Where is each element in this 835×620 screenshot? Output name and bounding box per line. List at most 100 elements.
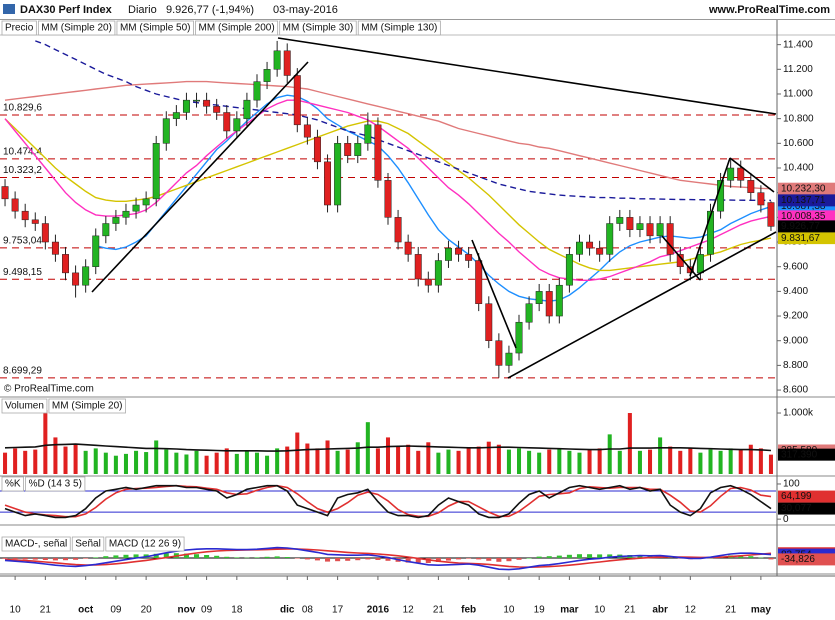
macd-bar (12, 558, 18, 560)
macd-bar (314, 558, 320, 561)
volume-bar (275, 448, 280, 474)
legend-box (1, 398, 48, 414)
volume-bar (265, 455, 270, 474)
macd-bar (435, 558, 441, 562)
volume-bar (234, 453, 239, 474)
candle-body (424, 278, 432, 286)
x-tick-label: 21 (725, 605, 737, 616)
y-tick-label: 1.000k (783, 408, 814, 419)
macd-bar (103, 556, 109, 558)
last-value-box (778, 210, 835, 223)
candle-body (364, 124, 372, 144)
macd-bar (738, 555, 744, 558)
volume-bar (164, 449, 169, 474)
series-line (4, 99, 772, 281)
x-tick-label: 2016 (367, 605, 390, 616)
volume-bar (476, 446, 481, 474)
macd-bar (587, 554, 593, 558)
volume-bar (63, 446, 68, 474)
macd-bar (355, 558, 361, 561)
volume-bar (496, 444, 501, 474)
macd-bar (365, 558, 371, 560)
x-tick-label: 12 (403, 605, 415, 616)
macd-bar (113, 555, 119, 558)
candle-body (606, 223, 614, 255)
instrument-icon (3, 4, 15, 14)
candle-body (434, 260, 442, 286)
series-line (4, 118, 772, 272)
trend-line (507, 231, 777, 379)
candle-body (253, 81, 261, 101)
last-value-box (778, 220, 835, 233)
candle-body (576, 241, 583, 255)
volume-bar (547, 449, 552, 474)
candle-body (525, 303, 533, 323)
volume-bar (325, 440, 330, 474)
volume-bar (154, 440, 159, 474)
macd-bar (768, 558, 774, 560)
volume-bar (355, 442, 360, 474)
trend-line (91, 61, 309, 293)
candle-body (747, 180, 755, 193)
candle-body (586, 241, 594, 249)
volume-bar (617, 450, 622, 474)
last-value-label: 9.926,77 (781, 221, 820, 232)
macd-bar (73, 558, 79, 560)
legend-label: MACD-, señal (5, 539, 67, 550)
macd-bar (415, 558, 421, 563)
candle-body (394, 217, 402, 243)
volume-bar (537, 452, 542, 474)
macd-bar (607, 554, 613, 558)
candle-body (495, 340, 503, 366)
volume-bar (33, 449, 38, 474)
macd-bar (325, 558, 331, 562)
y-tick-label: 10.800 (783, 113, 814, 124)
candle-body (344, 143, 352, 156)
macd-bar (758, 557, 764, 559)
x-tick-label: mar (560, 605, 578, 616)
candle-body (31, 219, 39, 224)
last-value-label: 30,077 (781, 503, 812, 514)
macd-bar (274, 556, 280, 558)
trend-line (661, 235, 701, 281)
volume-bar (627, 413, 632, 474)
candle-body (727, 167, 735, 181)
volume-bar (365, 422, 370, 474)
x-tick-label: 21 (624, 605, 636, 616)
volume-bar (83, 450, 88, 474)
volume-bar (113, 455, 118, 474)
volume-bar (567, 450, 572, 474)
volume-bar (728, 448, 733, 474)
volume-bar (285, 446, 290, 474)
candle-body (313, 136, 321, 163)
macd-bar (83, 558, 89, 559)
candle-body (696, 254, 704, 274)
volume-bar (738, 449, 743, 474)
volume-bar (13, 448, 18, 474)
volume-bar (607, 434, 612, 474)
legend-box (1, 476, 24, 492)
last-value-box (778, 182, 835, 195)
last-value-label: 10.087,38 (781, 201, 826, 212)
volume-bar (43, 409, 48, 474)
candle-body (465, 254, 473, 261)
series-line (4, 484, 772, 519)
macd-bar (546, 556, 552, 558)
macd-bar (123, 554, 129, 558)
last-value-box (778, 553, 835, 566)
candle-body (233, 118, 241, 132)
macd-bar (254, 557, 260, 558)
macd-bar (637, 555, 643, 558)
macd-bar (234, 557, 240, 558)
candle-body (455, 247, 463, 255)
volume-bar (396, 446, 401, 474)
legend-label: MM (Simple 20) (52, 401, 123, 412)
volume-bar (648, 449, 653, 474)
quote: 9.926,77 (-1,94%) (166, 4, 254, 16)
macd-bar (597, 554, 603, 558)
macd-bar (183, 553, 189, 558)
x-tick-label: 12 (685, 605, 697, 616)
volume-bar (214, 452, 219, 474)
